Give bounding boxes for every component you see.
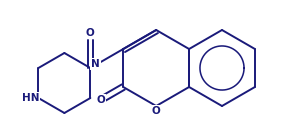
Text: O: O: [97, 95, 105, 105]
Text: O: O: [152, 106, 161, 116]
Text: N: N: [91, 59, 100, 69]
Text: O: O: [86, 28, 95, 38]
Text: HN: HN: [22, 93, 39, 103]
